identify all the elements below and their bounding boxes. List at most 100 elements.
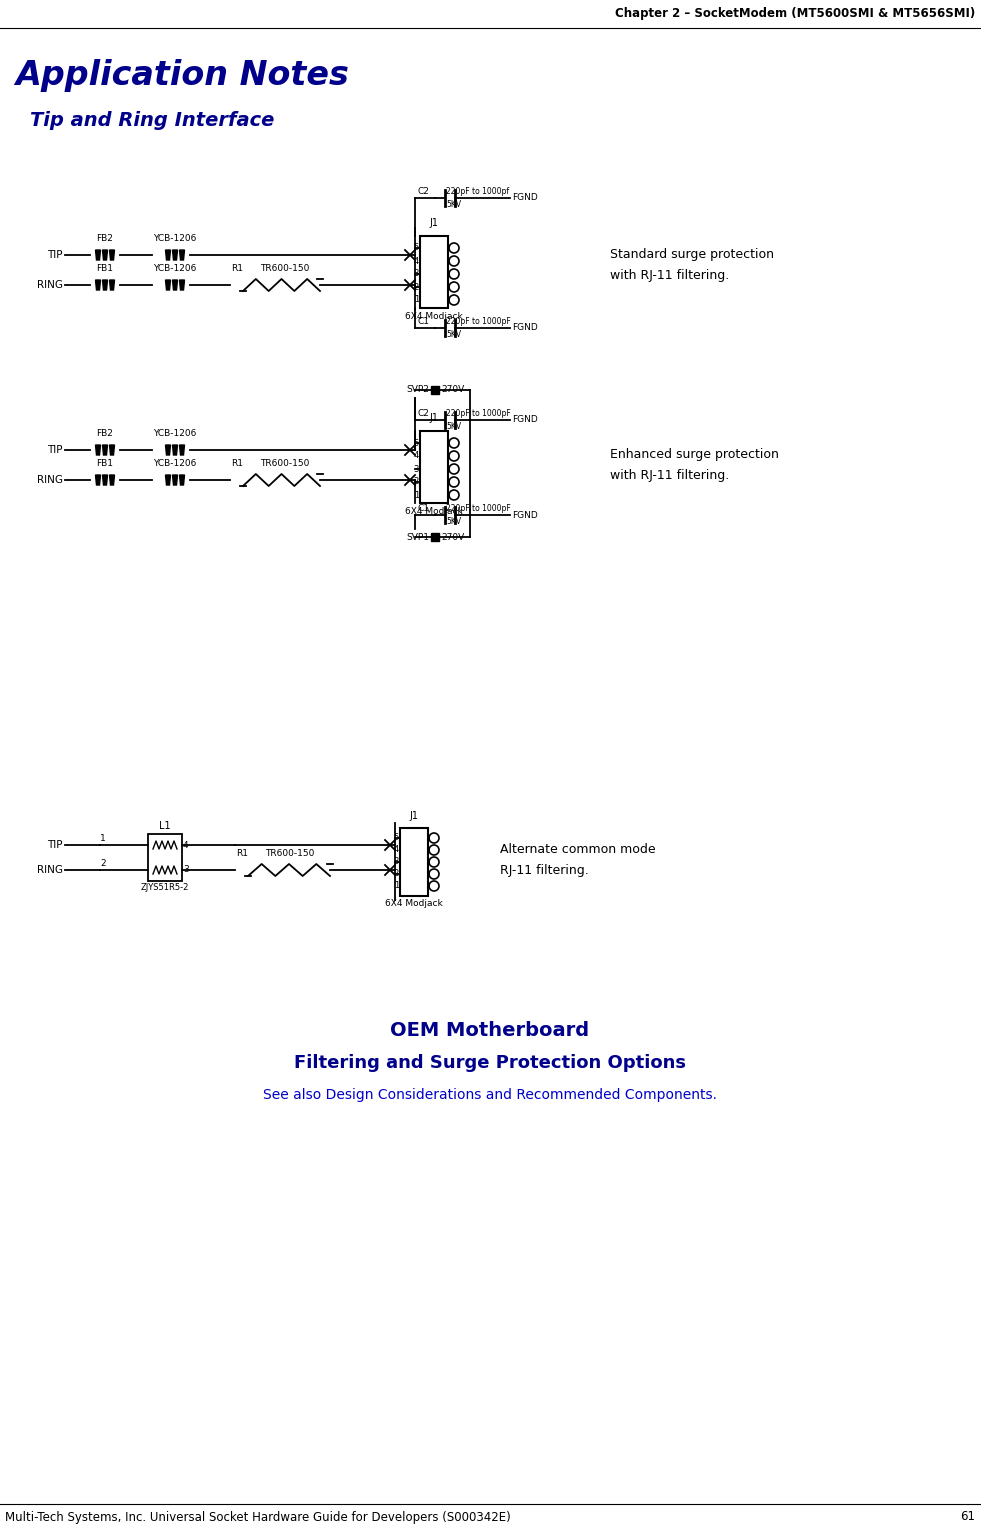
Text: FGND: FGND bbox=[512, 511, 538, 520]
Bar bbox=[431, 385, 439, 394]
Text: SVP1: SVP1 bbox=[406, 532, 429, 541]
Polygon shape bbox=[166, 476, 171, 485]
Text: 220pF to 1000pF: 220pF to 1000pF bbox=[446, 408, 511, 417]
Circle shape bbox=[449, 477, 459, 488]
Text: Tip and Ring Interface: Tip and Ring Interface bbox=[30, 110, 275, 130]
Text: FGND: FGND bbox=[512, 194, 538, 202]
Text: SVP2: SVP2 bbox=[406, 385, 429, 394]
Text: FB1: FB1 bbox=[96, 459, 114, 468]
Text: 3: 3 bbox=[414, 465, 419, 474]
Text: 5KV: 5KV bbox=[446, 330, 461, 339]
Circle shape bbox=[449, 451, 459, 462]
Polygon shape bbox=[95, 251, 100, 260]
Text: YCB-1206: YCB-1206 bbox=[153, 459, 196, 468]
Text: 270V: 270V bbox=[441, 385, 464, 394]
Polygon shape bbox=[173, 445, 178, 456]
Text: Alternate common mode
RJ-11 filtering.: Alternate common mode RJ-11 filtering. bbox=[500, 842, 655, 878]
Polygon shape bbox=[180, 251, 184, 260]
Text: 220pF to 1000pF: 220pF to 1000pF bbox=[446, 505, 511, 514]
Text: TR600-150: TR600-150 bbox=[265, 849, 315, 858]
Text: 4: 4 bbox=[393, 846, 399, 855]
Circle shape bbox=[429, 868, 439, 879]
Text: Enhanced surge protection
with RJ-11 filtering.: Enhanced surge protection with RJ-11 fil… bbox=[610, 448, 779, 482]
Text: 5KV: 5KV bbox=[446, 200, 461, 209]
Text: YCB-1206: YCB-1206 bbox=[153, 265, 196, 274]
Polygon shape bbox=[166, 280, 171, 291]
Text: 1: 1 bbox=[393, 882, 399, 890]
Polygon shape bbox=[95, 476, 100, 485]
Text: Multi-Tech Systems, Inc. Universal Socket Hardware Guide for Developers (S000342: Multi-Tech Systems, Inc. Universal Socke… bbox=[5, 1511, 511, 1523]
Text: FGND: FGND bbox=[512, 416, 538, 425]
Text: 1: 1 bbox=[100, 833, 106, 842]
Text: FB1: FB1 bbox=[96, 265, 114, 274]
Polygon shape bbox=[102, 251, 108, 260]
Polygon shape bbox=[173, 251, 178, 260]
Polygon shape bbox=[173, 280, 178, 291]
Circle shape bbox=[449, 281, 459, 292]
Bar bbox=[431, 534, 439, 541]
Polygon shape bbox=[166, 251, 171, 260]
Text: R1: R1 bbox=[231, 459, 243, 468]
Text: 2: 2 bbox=[100, 859, 106, 868]
Polygon shape bbox=[110, 445, 115, 456]
Text: YCB-1206: YCB-1206 bbox=[153, 430, 196, 437]
Text: 2: 2 bbox=[393, 870, 399, 879]
Text: FB2: FB2 bbox=[96, 430, 114, 437]
Text: 3: 3 bbox=[183, 865, 188, 875]
Polygon shape bbox=[180, 445, 184, 456]
Text: 3: 3 bbox=[414, 269, 419, 278]
Circle shape bbox=[429, 881, 439, 891]
Text: OEM Motherboard: OEM Motherboard bbox=[390, 1020, 590, 1040]
Text: 220pF to 1000pf: 220pF to 1000pf bbox=[446, 187, 509, 196]
Polygon shape bbox=[102, 476, 108, 485]
Text: 5KV: 5KV bbox=[446, 517, 461, 526]
Circle shape bbox=[429, 833, 439, 842]
Text: TIP: TIP bbox=[47, 445, 63, 456]
Circle shape bbox=[449, 269, 459, 278]
Text: FB2: FB2 bbox=[96, 234, 114, 243]
Polygon shape bbox=[180, 280, 184, 291]
Text: 4: 4 bbox=[414, 257, 419, 266]
Text: J1: J1 bbox=[430, 219, 439, 228]
Circle shape bbox=[449, 295, 459, 304]
Circle shape bbox=[449, 255, 459, 266]
Polygon shape bbox=[110, 280, 115, 291]
Bar bbox=[420, 431, 448, 503]
Text: 5KV: 5KV bbox=[446, 422, 461, 431]
Text: L1: L1 bbox=[159, 821, 171, 830]
Text: 61: 61 bbox=[960, 1511, 975, 1523]
Circle shape bbox=[449, 489, 459, 500]
Polygon shape bbox=[95, 445, 100, 456]
Text: RING: RING bbox=[37, 280, 63, 291]
Text: 6X4 Modjack: 6X4 Modjack bbox=[405, 508, 463, 515]
Bar bbox=[400, 829, 428, 896]
Text: C1: C1 bbox=[417, 317, 429, 326]
Polygon shape bbox=[102, 280, 108, 291]
Text: TIP: TIP bbox=[47, 251, 63, 260]
Polygon shape bbox=[173, 476, 178, 485]
Circle shape bbox=[429, 846, 439, 855]
Polygon shape bbox=[102, 445, 108, 456]
Text: Application Notes: Application Notes bbox=[15, 58, 349, 92]
Text: TR600-150: TR600-150 bbox=[260, 265, 310, 274]
Text: ZJYS51R5-2: ZJYS51R5-2 bbox=[141, 884, 189, 891]
Circle shape bbox=[449, 243, 459, 252]
Text: C2: C2 bbox=[417, 408, 429, 417]
Text: 4: 4 bbox=[414, 451, 419, 460]
Text: 4: 4 bbox=[183, 841, 188, 850]
Text: J1: J1 bbox=[430, 413, 439, 424]
Polygon shape bbox=[180, 476, 184, 485]
Circle shape bbox=[429, 856, 439, 867]
Text: RING: RING bbox=[37, 865, 63, 875]
Polygon shape bbox=[166, 445, 171, 456]
Polygon shape bbox=[95, 280, 100, 291]
Text: 6X4 Modjack: 6X4 Modjack bbox=[405, 312, 463, 321]
Text: 270V: 270V bbox=[441, 532, 464, 541]
Text: RING: RING bbox=[37, 476, 63, 485]
Text: 6X4 Modjack: 6X4 Modjack bbox=[386, 899, 442, 908]
Text: TR600-150: TR600-150 bbox=[260, 459, 310, 468]
Text: 5: 5 bbox=[393, 833, 399, 842]
Text: Filtering and Surge Protection Options: Filtering and Surge Protection Options bbox=[294, 1053, 686, 1072]
Text: 5: 5 bbox=[414, 243, 419, 252]
Text: 2: 2 bbox=[414, 477, 419, 486]
